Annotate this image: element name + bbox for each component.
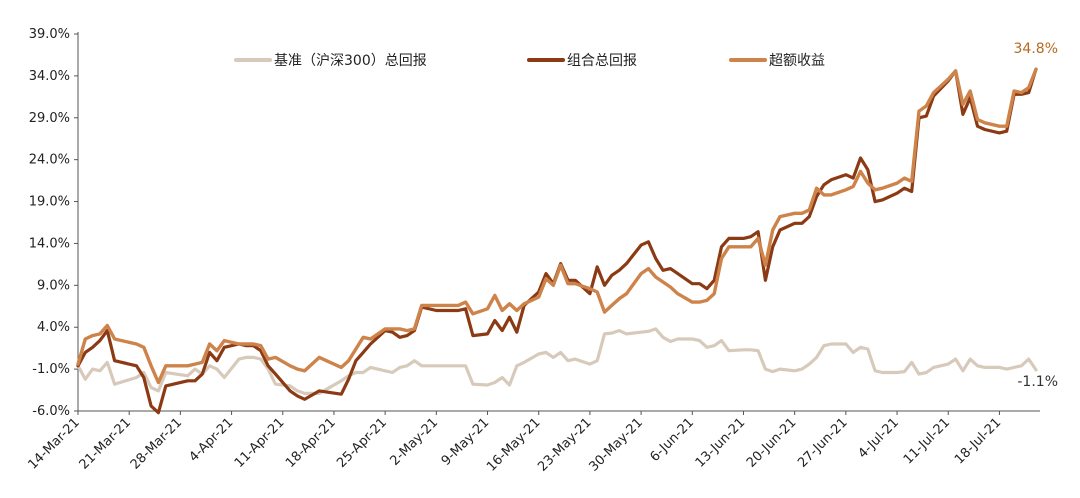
x-tick-label: 16-May-21 bbox=[484, 415, 543, 474]
y-tick-label: -1.0% bbox=[32, 362, 70, 377]
x-tick-label: 18-Apr-21 bbox=[283, 415, 339, 471]
x-tick-label: 13-Jun-21 bbox=[693, 415, 749, 471]
x-tick-label: 9-May-21 bbox=[439, 415, 493, 469]
x-tick-label: 4-Apr-21 bbox=[186, 415, 236, 465]
x-tick-label: 23-May-21 bbox=[535, 415, 594, 474]
y-tick-label: 39.0% bbox=[29, 27, 70, 42]
x-tick-label: 2-May-21 bbox=[388, 415, 442, 469]
x-tick-label: 4-Jul-21 bbox=[855, 415, 901, 461]
x-tick-label: 21-Mar-21 bbox=[77, 415, 134, 472]
y-tick-label: 34.0% bbox=[29, 69, 70, 84]
series-line-0 bbox=[76, 327, 1038, 395]
series-line-1 bbox=[76, 67, 1038, 415]
end-labels: -1.1% 34.8% bbox=[1014, 41, 1058, 390]
legend: 基准（沪深300）总回报 组合总回报 超额收益 bbox=[234, 52, 825, 69]
x-tick-label: 20-Jun-21 bbox=[744, 415, 800, 471]
legend-label-0: 基准（沪深300）总回报 bbox=[274, 52, 427, 69]
y-axis-ticks: 39.0% 34.0% 29.0% 24.0% 19.0% 14.0% 9.0% 4.0% -1… bbox=[29, 27, 78, 419]
end-label-0: -1.1% bbox=[1017, 374, 1058, 390]
x-tick-label: 6-Jun-21 bbox=[647, 415, 697, 465]
x-tick-label: 14-Mar-21 bbox=[25, 415, 82, 472]
x-tick-label: 11-Jul-21 bbox=[901, 415, 953, 467]
y-tick-label: 14.0% bbox=[29, 236, 70, 251]
y-tick-label: 19.0% bbox=[29, 195, 70, 210]
y-tick-label: 9.0% bbox=[37, 278, 70, 293]
legend-label-2: 超额收益 bbox=[769, 53, 825, 69]
x-tick-label: 18-Jul-21 bbox=[952, 415, 1004, 467]
y-tick-label: 4.0% bbox=[37, 320, 70, 335]
x-tick-label: 27-Jun-21 bbox=[795, 415, 851, 471]
chart-axes bbox=[77, 32, 1040, 412]
y-tick-label: -6.0% bbox=[32, 404, 70, 419]
x-tick-label: 25-Apr-21 bbox=[334, 415, 390, 471]
series-line-2 bbox=[76, 67, 1038, 385]
end-label-2: 34.8% bbox=[1014, 41, 1058, 57]
x-tick-label: 28-Mar-21 bbox=[128, 415, 185, 472]
y-tick-label: 24.0% bbox=[29, 153, 70, 168]
x-tick-label: 11-Apr-21 bbox=[232, 415, 288, 471]
x-tick-label: 30-May-21 bbox=[586, 415, 645, 474]
legend-label-1: 组合总回报 bbox=[567, 53, 637, 69]
y-tick-label: 29.0% bbox=[29, 111, 70, 126]
series-lines bbox=[76, 67, 1038, 415]
